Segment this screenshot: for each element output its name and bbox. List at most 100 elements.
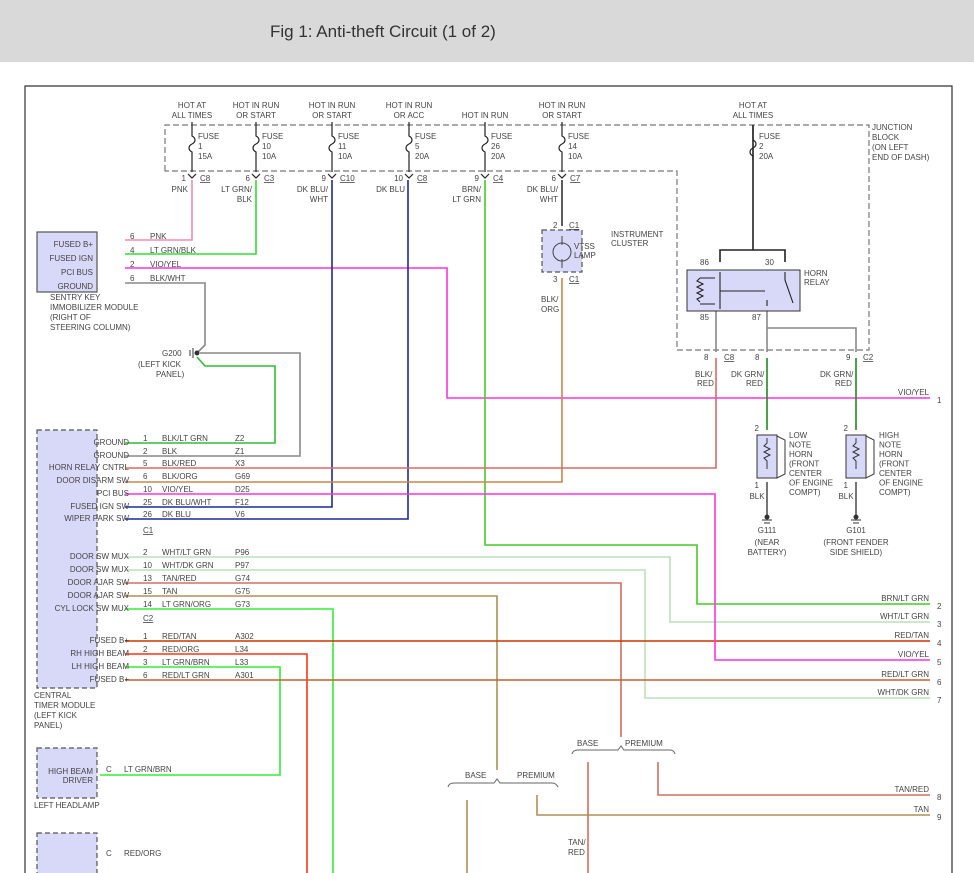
junction-block-label: JUNCTION: [872, 123, 913, 132]
right-connector-wire: WHT/DK GRN: [877, 688, 929, 697]
ctm-pin-wire: BLK/LT GRN: [162, 434, 208, 443]
wire-pnk: [125, 180, 193, 241]
wire-blk: [125, 352, 301, 457]
ctm-circuit-id: P97: [235, 561, 250, 570]
cluster-connector: C1: [569, 275, 580, 284]
diagram-frame: [24, 85, 953, 873]
horn-pin: 2: [844, 424, 849, 433]
sentry-pin-number: 2: [130, 260, 135, 269]
ctm-pin-number: 25: [143, 498, 152, 507]
right-connector-pin: 6: [937, 678, 942, 687]
right-connector-pin: 3: [937, 620, 942, 629]
fuse-label: FUSE: [198, 132, 219, 141]
ctm-pin-number: 10: [143, 485, 152, 494]
ctm-circuit-id: L33: [235, 658, 249, 667]
connector-icon: [327, 173, 337, 179]
wire-wht-dk-grn: [125, 569, 930, 699]
wire-vio-yel-1: [125, 267, 930, 399]
wire-dk-grn-red: [766, 358, 857, 430]
ground-location: SIDE SHIELD): [830, 548, 883, 557]
ctm-pin-wire: RED/TAN: [162, 632, 197, 641]
ctm-circuit-id: G74: [235, 574, 251, 583]
ctm-pin-wire: DK BLU: [162, 510, 191, 519]
right-connector-pin: 5: [937, 658, 942, 667]
sentry-caption: IMMOBILIZER MODULE: [50, 303, 138, 312]
ctm-circuit-id: G69: [235, 472, 251, 481]
connector-icon: [480, 173, 490, 179]
fuse-header: HOT IN RUN: [462, 111, 509, 120]
horn-name: NOTE: [789, 441, 811, 450]
horn-pin: 1: [844, 481, 849, 490]
ctm-caption: CENTRAL: [34, 691, 72, 700]
ctm-pin-label: CYL LOCK SW MUX: [55, 604, 130, 613]
ctm-pin-number: 2: [143, 548, 148, 557]
horn-name: NOTE: [879, 441, 901, 450]
fuse-label: FUSE: [415, 132, 436, 141]
ctm-pin-label: DOOR SW MUX: [70, 552, 130, 561]
horn-name: COMPT): [879, 488, 911, 497]
ctm-caption: TIMER MODULE: [34, 701, 95, 710]
fuse-wire: DK BLU: [376, 185, 405, 194]
horn-name: COMPT): [789, 488, 821, 497]
right-connector-pin: 8: [937, 793, 942, 802]
wire-lt-grn-brn: [100, 666, 281, 776]
sentry-pin-label: GROUND: [57, 282, 93, 291]
ctm-pin-number: 13: [143, 574, 152, 583]
tan-red-label: RED: [568, 848, 585, 857]
relay-out-wire: RED: [835, 379, 852, 388]
wire-blk-wht: [125, 282, 206, 353]
wire-blk-lt-grn: [125, 356, 276, 444]
fuse-header: ALL TIMES: [733, 111, 773, 120]
horn-wire: BLK: [838, 492, 854, 501]
fuse-wire: LT GRN: [452, 195, 481, 204]
fuse-amperage: 20A: [759, 152, 774, 161]
fuse-number: 1: [198, 142, 203, 151]
ctm-pin-label: GROUND: [93, 451, 129, 460]
fuse-header: HOT IN RUN: [539, 101, 586, 110]
fuse-amperage: 15A: [198, 152, 213, 161]
tan-red-label: TAN/: [568, 838, 586, 847]
fuse-header: OR START: [542, 111, 582, 120]
ctm-pin-wire: RED/LT GRN: [162, 671, 210, 680]
horn-pin: 2: [755, 424, 760, 433]
fuse-pin: 6: [552, 174, 557, 183]
ctm-pin-number: 10: [143, 561, 152, 570]
g200-location: (LEFT KICK: [138, 360, 182, 369]
ctm-circuit-id: G75: [235, 587, 251, 596]
cluster-wire: BLK/: [541, 295, 559, 304]
fuse-amperage: 10A: [568, 152, 583, 161]
cluster-name: INSTRUMENT: [611, 230, 664, 239]
right-connector-pin: 9: [937, 813, 942, 822]
right-connector-wire: BRN/LT GRN: [881, 594, 929, 603]
wire-relay-out: [715, 311, 857, 352]
ctm-pin-label: GROUND: [93, 438, 129, 447]
figure-header: [0, 0, 974, 62]
ground-location: (NEAR: [755, 538, 780, 547]
horn-bell: [865, 435, 875, 479]
wire-horn-ground: [766, 482, 857, 515]
fuse-number: 26: [491, 142, 500, 151]
relay-out-conn: C2: [863, 353, 874, 362]
relay-pin: 85: [700, 313, 709, 322]
junction-block-label: END OF DASH): [872, 153, 930, 162]
right-connector-pin: 4: [937, 639, 942, 648]
junction-block-label: (ON LEFT: [872, 143, 909, 152]
fuse-pin: 1: [182, 174, 187, 183]
ctm-pin-wire: TAN: [162, 587, 178, 596]
wire-red-org: [125, 653, 308, 873]
sentry-pin-wire: VIO/YEL: [150, 260, 182, 269]
right-connector-wire: RED/LT GRN: [881, 670, 929, 679]
fuse-pin: 10: [394, 174, 403, 183]
connector-icon: [251, 173, 261, 179]
wire-lt-grn-org: [125, 608, 334, 873]
ctm-pin-wire: WHT/DK GRN: [162, 561, 214, 570]
relay-out-pin: 8: [755, 353, 760, 362]
horn-coil-icon: [762, 438, 861, 469]
relay-pin: 87: [752, 313, 761, 322]
right-connector-wire: RED/TAN: [894, 631, 929, 640]
hbd-location: LEFT HEADLAMP: [34, 801, 100, 810]
ctm-circuit-id: Z1: [235, 447, 245, 456]
ctm-pin-wire: DK BLU/WHT: [162, 498, 211, 507]
ctm-pin-number: 2: [143, 447, 148, 456]
